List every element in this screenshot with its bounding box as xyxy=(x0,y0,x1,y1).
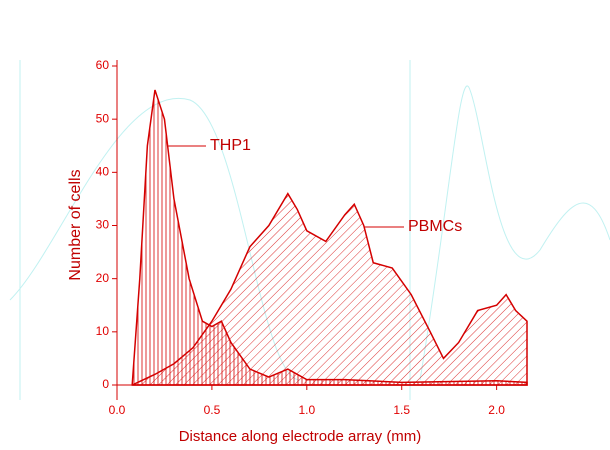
x-tick-label: 2.0 xyxy=(488,403,505,417)
area xyxy=(131,192,528,386)
y-tick-label: 60 xyxy=(96,58,110,72)
x-axis-label: Distance along electrode array (mm) xyxy=(179,428,422,445)
y-tick-label: 50 xyxy=(96,111,110,125)
y-tick-label: 40 xyxy=(96,165,110,179)
y-tick-label: 10 xyxy=(96,324,110,338)
y-axis-label: Number of cells xyxy=(67,169,84,280)
x-tick-label: 1.5 xyxy=(393,403,410,417)
x-tick-label: 0.5 xyxy=(204,403,221,417)
x-tick-label: 0.0 xyxy=(109,403,126,417)
x-tick-label: 1.0 xyxy=(298,403,315,417)
series-label: PBMCs xyxy=(408,218,462,235)
y-tick-label: 0 xyxy=(102,377,109,391)
y-tick-label: 20 xyxy=(96,271,110,285)
y-tick-label: 30 xyxy=(96,218,110,232)
series-label: THP1 xyxy=(210,137,251,154)
